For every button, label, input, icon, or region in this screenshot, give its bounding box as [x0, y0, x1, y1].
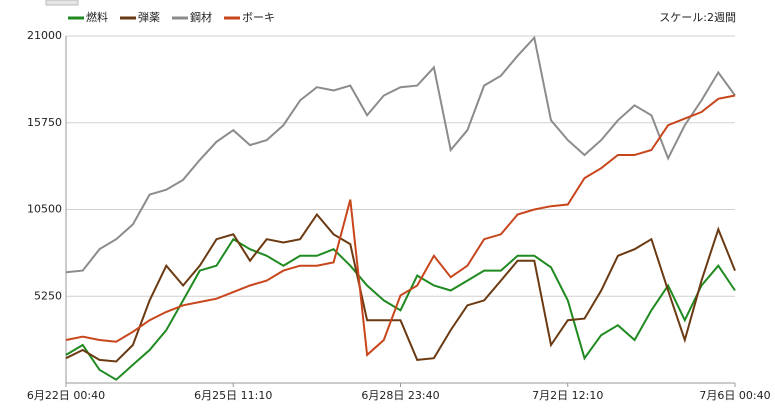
series-line: [65, 237, 736, 381]
x-tick-label: 6月25日 11:10: [194, 389, 272, 402]
y-tick-label: 15750: [27, 116, 62, 129]
x-tick-label: 7月6日 00:40: [699, 389, 770, 402]
legend-label: 燃料: [86, 10, 108, 24]
x-tick-label: 6月28日 23:40: [361, 389, 439, 402]
y-tick-label: 5250: [34, 289, 62, 302]
tab: [45, 0, 79, 6]
x-tick-label: 7月2日 12:10: [532, 389, 603, 402]
y-tick-label: 10500: [27, 203, 62, 216]
legend-label: ボーキ: [242, 11, 275, 24]
y-tick-label: 21000: [27, 29, 62, 42]
series-line: [65, 35, 736, 274]
legend-label: 弾薬: [138, 11, 160, 24]
x-tick-label: 6月22日 00:40: [27, 389, 105, 402]
series-line: [65, 94, 736, 357]
scale-label: スケール:2週間: [659, 11, 736, 24]
series-line: [65, 212, 736, 363]
legend-label: 鋼材: [190, 10, 212, 24]
